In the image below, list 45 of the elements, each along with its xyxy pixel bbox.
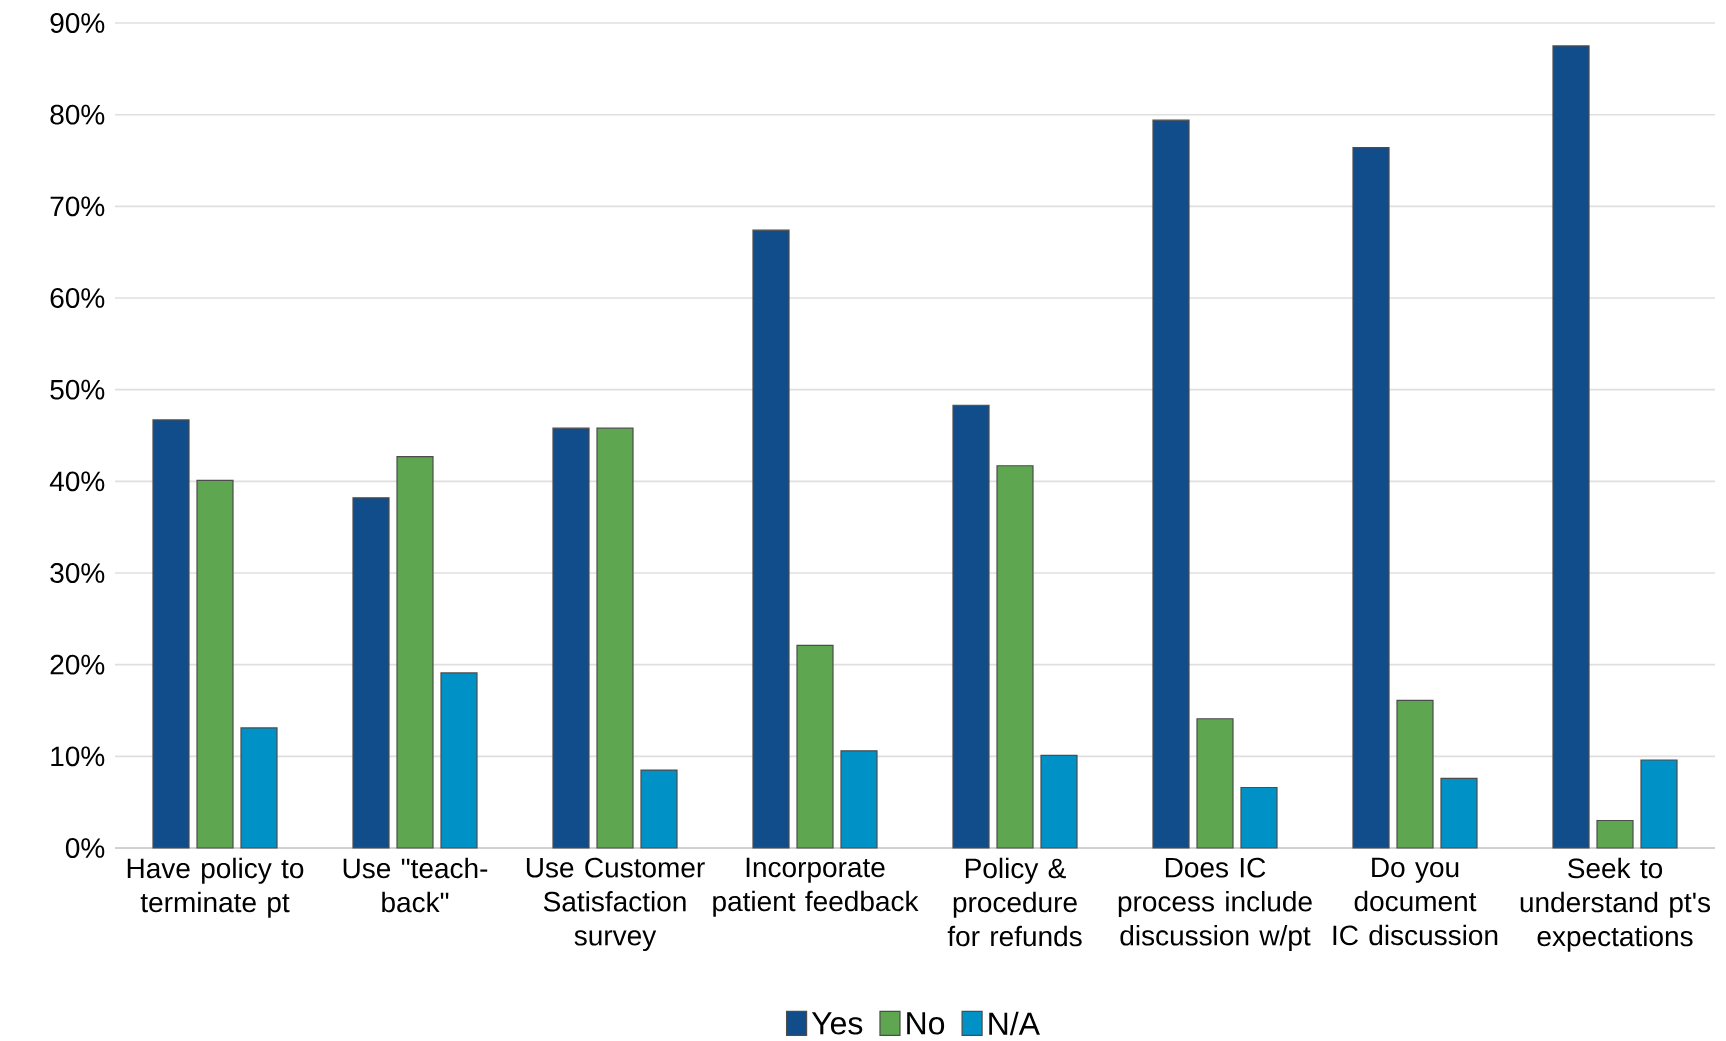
y-tick-label: 90% <box>50 13 105 33</box>
bar <box>1396 699 1434 849</box>
bar <box>152 419 190 849</box>
bar <box>1040 754 1078 849</box>
y-tick-label: 10% <box>51 746 105 767</box>
bar <box>1196 718 1234 849</box>
x-tick-label: Use "teach-back" <box>343 857 488 913</box>
bar <box>1152 119 1190 849</box>
bar <box>1440 777 1478 849</box>
x-tick-label: Do you document IC discussion <box>1333 857 1498 946</box>
bar <box>240 727 278 849</box>
bar <box>752 229 790 849</box>
y-tick-label: 20% <box>50 654 105 675</box>
bar <box>840 750 878 849</box>
y-tick-label: 30% <box>50 563 105 583</box>
bar <box>1352 147 1390 849</box>
x-tick-label: Seek to understand pt's expectations <box>1520 857 1711 952</box>
bar <box>440 672 478 849</box>
bar <box>1240 786 1278 849</box>
bar <box>1640 759 1678 849</box>
y-tick-label: 80% <box>50 104 105 125</box>
x-tick-label: Use Customer Satisfaction survey <box>526 857 705 952</box>
y-tick-label: 70% <box>50 196 105 217</box>
x-tick-label: Incorporate patient feedback <box>713 857 919 917</box>
bar <box>796 644 834 849</box>
bar <box>352 497 390 849</box>
bar <box>552 427 590 849</box>
legend-label: Yes <box>811 1012 863 1035</box>
bar <box>996 465 1034 849</box>
y-tick-label: 40% <box>49 471 105 492</box>
bar <box>952 404 990 849</box>
bar <box>596 427 634 849</box>
x-tick-label: Policy & procedure for refunds <box>947 857 1082 947</box>
bar <box>1552 45 1590 849</box>
y-tick-label: 50% <box>50 379 105 400</box>
bar <box>396 455 434 849</box>
y-tick-label: 60% <box>50 288 105 308</box>
legend-label: N/A <box>989 1011 1040 1036</box>
x-tick-label: Does IC process include discussion w/pt <box>1118 857 1312 952</box>
legend-label: No <box>907 1012 945 1035</box>
x-tick-label: Have policy to terminate pt <box>127 857 304 918</box>
y-tick-label: 0% <box>65 838 105 858</box>
bar <box>196 479 234 849</box>
bar <box>1596 819 1634 849</box>
bar <box>640 769 678 849</box>
